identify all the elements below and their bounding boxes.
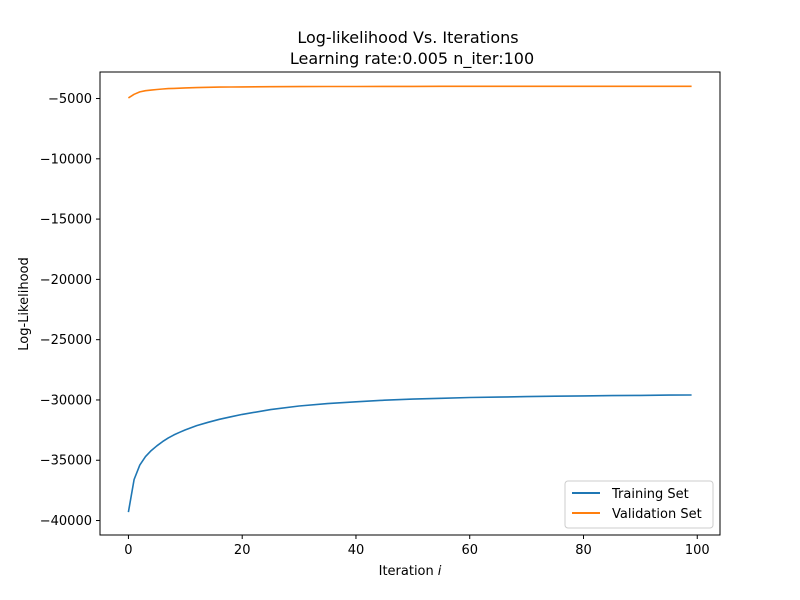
- x-axis-label-text: Iteration: [379, 564, 434, 579]
- legend-label-validation: Validation Set: [612, 507, 702, 522]
- chart-title: Log-likelihood Vs. Iterations: [297, 28, 518, 47]
- x-tick-label: 100: [685, 543, 710, 558]
- x-axis-label: Iteration i: [379, 564, 442, 579]
- x-tick-label: 60: [461, 543, 478, 558]
- y-axis-label: Log-Likelihood: [17, 257, 32, 350]
- x-axis: 0 20 40 60 80 100: [124, 535, 710, 558]
- y-axis: −5000 −10000 −15000 −20000 −25000 −30000 −3500…: [40, 92, 100, 529]
- legend-label-training: Training Set: [611, 487, 689, 502]
- y-tick-label: −35000: [40, 454, 92, 469]
- plot-area-frame: [99, 71, 721, 536]
- y-tick-label: −25000: [40, 333, 92, 348]
- x-tick-label: 40: [348, 543, 365, 558]
- series-line-1: [127, 85, 692, 99]
- y-tick-label: −30000: [40, 393, 92, 408]
- x-tick-label: 20: [234, 543, 251, 558]
- legend: Training Set Validation Set: [564, 480, 714, 529]
- chart-subtitle: Learning rate:0.005 n_iter:100: [290, 49, 534, 69]
- y-tick-label: −40000: [40, 514, 92, 529]
- x-axis-label-symbol: i: [438, 564, 442, 579]
- y-tick-label: −20000: [40, 273, 92, 288]
- series-line-0: [127, 394, 692, 513]
- legend-box: [564, 480, 714, 529]
- x-tick-label: 0: [124, 543, 132, 558]
- y-tick-label: −10000: [40, 152, 92, 167]
- x-tick-label: 80: [575, 543, 592, 558]
- series-layer: [127, 85, 692, 513]
- y-tick-label: −5000: [48, 92, 92, 107]
- y-tick-label: −15000: [40, 213, 92, 228]
